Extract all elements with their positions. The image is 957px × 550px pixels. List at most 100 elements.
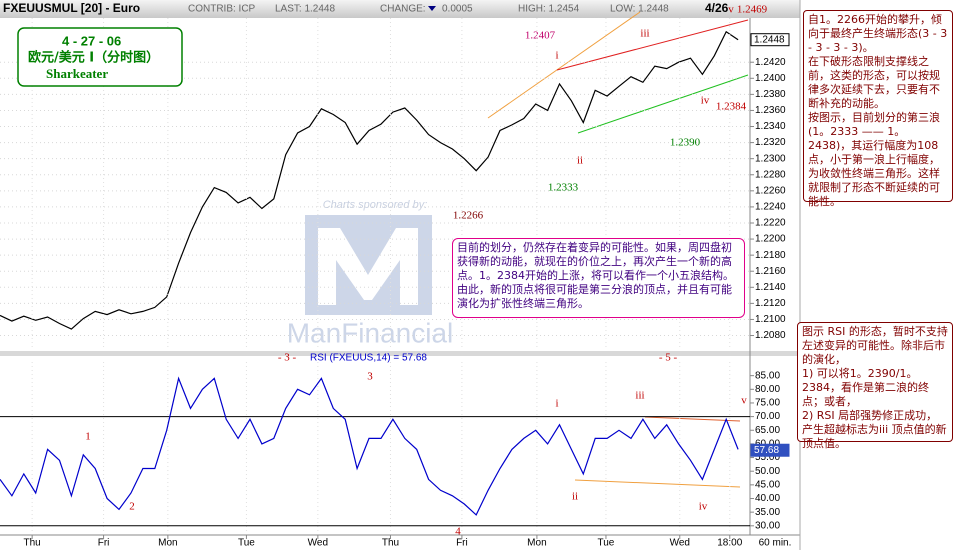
x-tick-label: Mon bbox=[527, 538, 546, 549]
y-tick-label: 1.2160 bbox=[755, 266, 786, 277]
y-tick-label: 1.2340 bbox=[755, 121, 786, 132]
y-tick-label: 1.2320 bbox=[755, 137, 786, 148]
y-tick-label: 45.00 bbox=[755, 479, 780, 490]
annotation: ii bbox=[572, 491, 578, 503]
y-tick-label: 1.2180 bbox=[755, 250, 786, 261]
y-tick-label: 55.00 bbox=[755, 452, 780, 463]
y-tick-label: 50.00 bbox=[755, 466, 780, 477]
symbol: FXEUUSMUL [20] - Euro bbox=[3, 1, 140, 15]
note-paragraph: 按图示，目前划分的第三浪(1。2333 —— 1。2438)，其运行幅度为108… bbox=[808, 111, 940, 208]
watermark: Charts sponsored by: ManFinancial bbox=[287, 199, 454, 348]
x-tick-label: Fri bbox=[98, 538, 110, 549]
annotation: 4 bbox=[455, 526, 461, 538]
watermark-brand: ManFinancial bbox=[287, 317, 454, 348]
date: 4/26 bbox=[705, 1, 729, 15]
y-tick-label: 1.2080 bbox=[755, 330, 786, 341]
y-tick-label: 1.2360 bbox=[755, 105, 786, 116]
x-unit: 60 min. bbox=[759, 538, 792, 549]
y-tick-label: 1.2300 bbox=[755, 153, 786, 164]
annotation: - 3 - bbox=[278, 352, 297, 364]
info-author: Sharkeater bbox=[46, 66, 108, 81]
x-tick-label: Tue bbox=[598, 538, 615, 549]
annotation: 3 bbox=[367, 371, 373, 383]
y-tick-label: 1.2280 bbox=[755, 169, 786, 180]
annotation: 2 bbox=[129, 501, 135, 513]
trendline bbox=[574, 479, 741, 488]
change-arrow bbox=[428, 6, 436, 11]
note-paragraph: 自1。2266开始的攀升，倾向于最终产生终端形态(3 - 3 - 3 - 3 -… bbox=[808, 13, 948, 54]
x-tick-label: Thu bbox=[382, 538, 399, 549]
x-tick-label: Tue bbox=[238, 538, 255, 549]
contrib: CONTRIB: ICP bbox=[188, 4, 256, 15]
annotation: iv bbox=[699, 501, 708, 513]
annotation: 1.2469 bbox=[737, 4, 768, 16]
annotation: iv bbox=[701, 95, 710, 107]
note-pink: 目前的划分，仍然存在着变异的可能性。如果，周四盘初获得新的动能，就现在的价位之上… bbox=[452, 238, 745, 318]
y-tick-label: 85.00 bbox=[755, 370, 780, 381]
change-label: CHANGE: bbox=[380, 4, 426, 15]
x-tick-label: Wed bbox=[670, 538, 690, 549]
annotation: iii bbox=[640, 28, 649, 40]
last-value-label: 57.68 bbox=[754, 445, 779, 456]
trendline bbox=[577, 74, 749, 134]
annotation: i bbox=[555, 50, 558, 62]
y-tick-label: 1.2400 bbox=[755, 73, 786, 84]
y-tick-label: 1.2200 bbox=[755, 234, 786, 245]
trendline bbox=[487, 11, 641, 119]
watermark-sponsor: Charts sponsored by: bbox=[323, 199, 428, 211]
y-tick-label: 1.2100 bbox=[755, 314, 786, 325]
annotation: 1.2407 bbox=[525, 30, 556, 42]
info-box: 4 - 27 - 06 欧元/美元 I（分时图） Sharkeater bbox=[17, 27, 183, 87]
annotation: 1.2390 bbox=[670, 137, 701, 149]
trendline bbox=[556, 19, 749, 71]
info-box-frame bbox=[17, 27, 183, 87]
note-top: 自1。2266开始的攀升，倾向于最终产生终端形态(3 - 3 - 3 - 3 -… bbox=[803, 10, 953, 208]
x-tick-label: Thu bbox=[24, 538, 41, 549]
panel-separator bbox=[0, 351, 800, 356]
trendlines bbox=[487, 11, 749, 488]
annotation: 1.2266 bbox=[453, 210, 484, 222]
trendline bbox=[644, 416, 741, 422]
last-value-box bbox=[750, 443, 790, 457]
high: HIGH: 1.2454 bbox=[518, 4, 580, 15]
last-value-label: 1.2448 bbox=[754, 34, 785, 45]
y-tick-label: 70.00 bbox=[755, 411, 780, 422]
y-tick-label: 1.2260 bbox=[755, 185, 786, 196]
note-paragraph: 在下破形态限制支撑线之前，这类的形态，可以按规律多次延续下去，只要有不断补充的动… bbox=[808, 55, 940, 110]
annotation: 1 bbox=[85, 431, 91, 443]
y-tick-label: 65.00 bbox=[755, 425, 780, 436]
frame bbox=[0, 0, 801, 550]
series-line bbox=[0, 30, 739, 330]
x-tick-label: Fri bbox=[456, 538, 468, 549]
info-date: 4 - 27 - 06 bbox=[62, 33, 121, 48]
chart-title: RSI (FXEUUS,14) = 57.68 bbox=[310, 353, 427, 364]
annotation: v bbox=[728, 4, 734, 16]
note-paragraph: 图示 RSI 的形态，暂时不支持左述变异的可能性。除非后市的演化， bbox=[802, 325, 948, 366]
y-tick-label: 1.2240 bbox=[755, 202, 786, 213]
annotation: 1.2333 bbox=[548, 182, 579, 194]
series-line bbox=[0, 376, 739, 516]
low: LOW: 1.2448 bbox=[610, 4, 669, 15]
annotation: i bbox=[555, 398, 558, 410]
x-tick-label: Mon bbox=[158, 538, 177, 549]
y-tick-label: 35.00 bbox=[755, 507, 780, 518]
info-title: 欧元/美元 I（分时图） bbox=[28, 50, 159, 66]
annotation: v bbox=[741, 395, 747, 407]
y-tick-label: 1.2120 bbox=[755, 298, 786, 309]
y-tick-label: 80.00 bbox=[755, 384, 780, 395]
y-tick-label: 75.00 bbox=[755, 398, 780, 409]
y-tick-label: 1.2380 bbox=[755, 89, 786, 100]
annotation: iii bbox=[635, 390, 644, 402]
annotation: ii bbox=[577, 155, 583, 167]
y-tick-label: 1.2140 bbox=[755, 282, 786, 293]
watermark-logo-m bbox=[318, 228, 418, 305]
y-tick-label: 1.2220 bbox=[755, 218, 786, 229]
x-tick-label: Wed bbox=[308, 538, 328, 549]
note-paragraph: 1) 可以将1。2390/1。2384，看作是第二浪的终点；或者， bbox=[802, 367, 929, 408]
note-bottom: 图示 RSI 的形态，暂时不支持左述变异的可能性。除非后市的演化， 1) 可以将… bbox=[797, 322, 953, 450]
note-paragraph: 2) RSI 局部强势修正成功，产生超越标志为iii 顶点值的新顶点值。 bbox=[802, 409, 947, 450]
annotation: 1.2384 bbox=[716, 101, 747, 113]
x-tick-label: 18:00 bbox=[717, 538, 742, 549]
